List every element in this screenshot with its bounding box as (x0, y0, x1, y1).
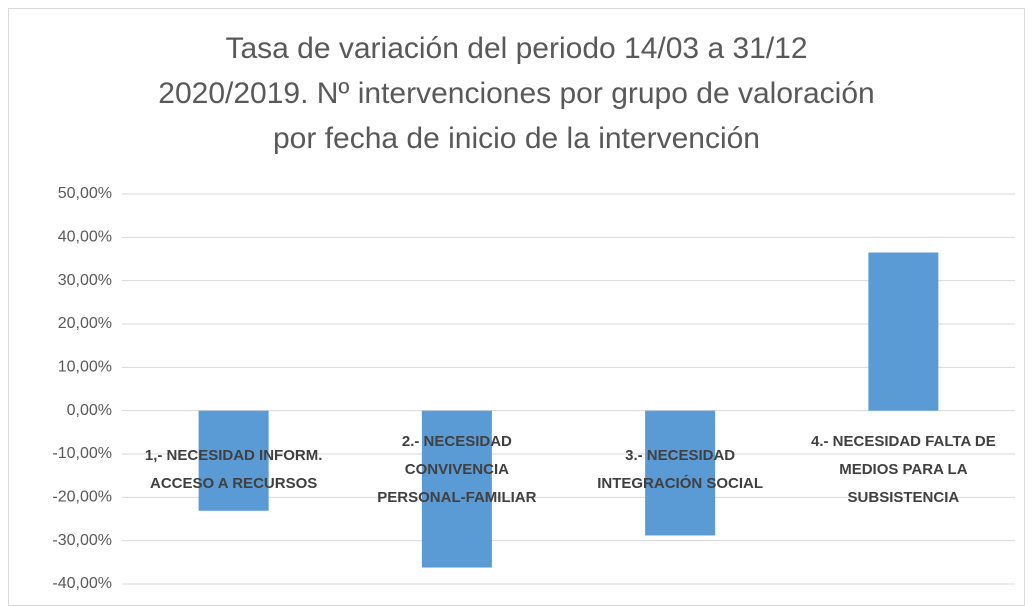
bar (198, 410, 269, 511)
bar (645, 410, 716, 536)
y-tick-label: 20,00% (58, 315, 112, 332)
chart-title: Tasa de variación del periodo 14/03 a 31… (225, 32, 808, 65)
bar (868, 252, 939, 411)
x-tick-label: 2.- NECESIDAD CONVIVENCIA PERSONAL-FAMIL… (377, 433, 537, 506)
chart-title: por fecha de inicio de la intervención (273, 122, 760, 155)
y-tick-label: -40,00% (52, 575, 112, 592)
y-tick-label: 30,00% (58, 272, 112, 289)
x-tick-label: 4.- NECESIDAD FALTA DE MEDIOS PARA LA SU… (811, 433, 996, 506)
x-tick-label: 3.- NECESIDAD INTEGRACIÓN SOCIAL (597, 447, 764, 492)
y-tick-label: -30,00% (52, 532, 112, 549)
y-tick-label: 0,00% (67, 402, 112, 419)
y-tick-label: 10,00% (58, 359, 112, 376)
x-tick-label: 1,- NECESIDAD INFORM. ACCESO A RECURSOS (144, 447, 323, 492)
chart-title: 2020/2019. Nº intervenciones por grupo d… (158, 77, 875, 110)
chart-border (8, 8, 1025, 606)
bar (421, 410, 492, 568)
y-tick-label: 40,00% (58, 229, 112, 246)
y-tick-label: -20,00% (52, 489, 112, 506)
y-tick-label: -10,00% (52, 445, 112, 462)
y-tick-label: 50,00% (58, 185, 112, 202)
